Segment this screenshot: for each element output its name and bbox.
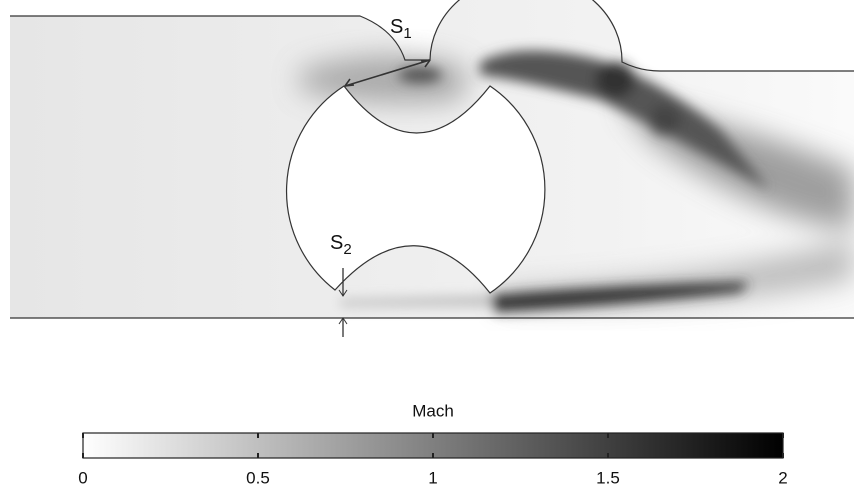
tick-label: 1 [428, 468, 437, 487]
tick-label: 2 [778, 468, 787, 487]
label-sub: 1 [403, 25, 411, 42]
label-sub: 2 [343, 241, 351, 258]
tick-label: 1.5 [596, 468, 620, 487]
s1-label: S1 [390, 16, 412, 42]
colorbar-title: Mach [412, 401, 454, 420]
tick-label: 0 [78, 468, 87, 487]
flow-field [10, 0, 854, 337]
label-base: S [330, 232, 343, 254]
label-base: S [390, 16, 403, 38]
tick-label: 0.5 [246, 468, 270, 487]
s2-label: S2 [330, 232, 352, 258]
